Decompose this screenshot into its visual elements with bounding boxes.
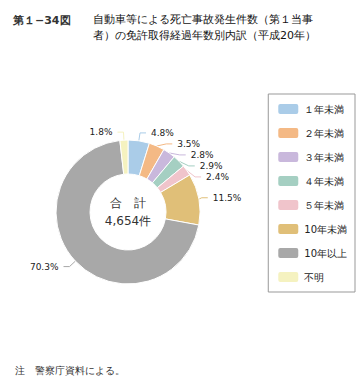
svg-text:不明: 不明: [304, 272, 324, 283]
svg-text:10年未満: 10年未満: [304, 224, 347, 235]
svg-text:3.5%: 3.5%: [177, 139, 200, 149]
svg-text:２年未満: ２年未満: [304, 128, 344, 139]
svg-text:70.3%: 70.3%: [30, 262, 59, 272]
svg-text:4,654件: 4,654件: [105, 214, 151, 228]
svg-text:2.8%: 2.8%: [191, 150, 214, 160]
svg-text:者）の免許取得経過年数別内訳（平成20年）: 者）の免許取得経過年数別内訳（平成20年）: [93, 29, 316, 42]
svg-text:4.8%: 4.8%: [151, 128, 174, 138]
svg-text:自動車等による死亡事故発生件数（第１当事: 自動車等による死亡事故発生件数（第１当事: [93, 13, 313, 26]
svg-text:第１−34図: 第１−34図: [12, 14, 71, 27]
svg-text:2.4%: 2.4%: [206, 172, 229, 182]
svg-text:合 計: 合 計: [110, 196, 146, 210]
svg-text:５年未満: ５年未満: [304, 200, 344, 211]
svg-text:注 警察庁資料による。: 注 警察庁資料による。: [15, 365, 125, 376]
svg-text:４年未満: ４年未満: [304, 176, 344, 187]
svg-text:１年未満: １年未満: [304, 104, 344, 115]
svg-text:10年以上: 10年以上: [304, 248, 347, 259]
svg-text:1.8%: 1.8%: [90, 127, 113, 137]
svg-text:３年未満: ３年未満: [304, 152, 344, 163]
svg-text:2.9%: 2.9%: [200, 161, 223, 171]
svg-text:11.5%: 11.5%: [213, 193, 242, 203]
